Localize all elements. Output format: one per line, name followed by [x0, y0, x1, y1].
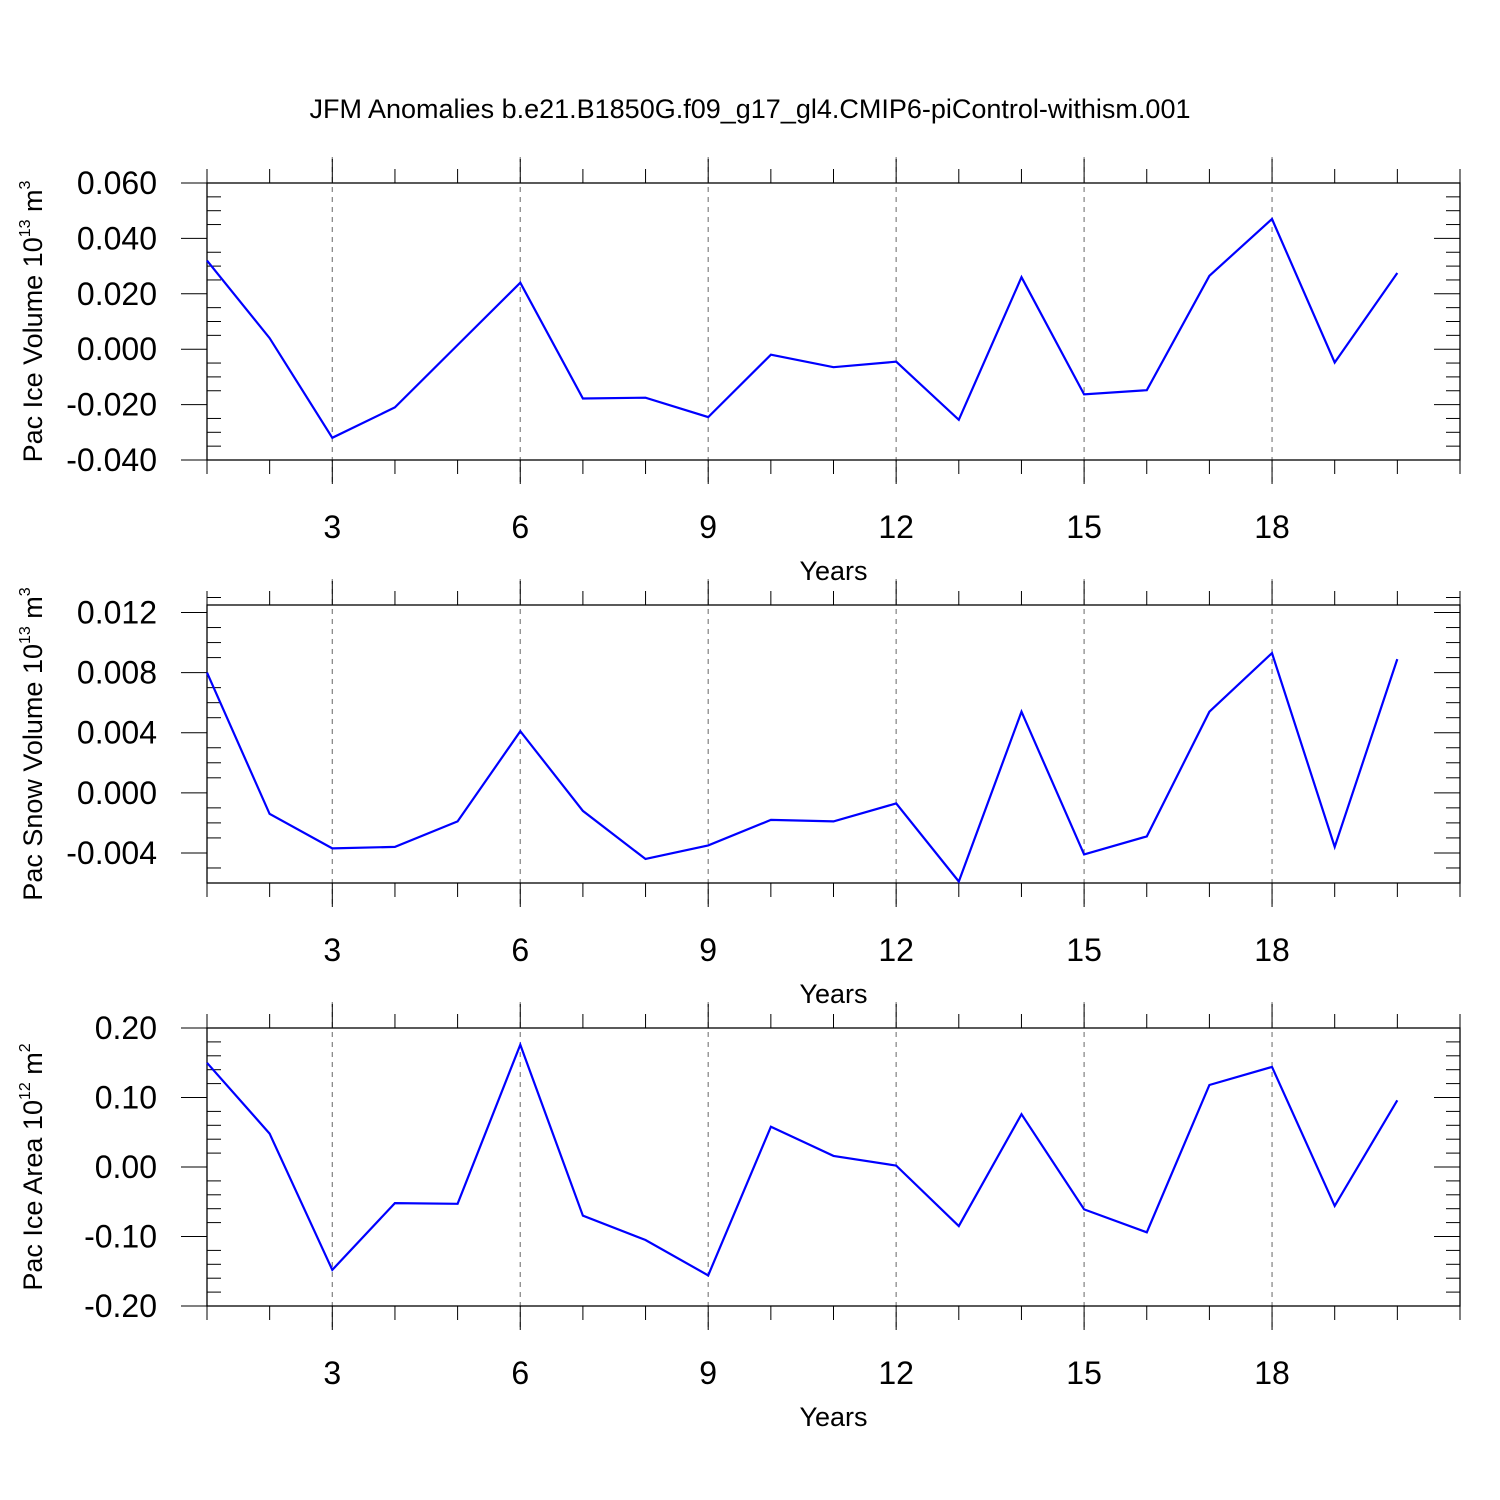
- series-line: [206, 217, 1399, 440]
- x-axis-label: Years: [799, 556, 867, 586]
- x-tick-label: 12: [878, 932, 914, 968]
- panels: -0.040 -0.020 0.000 0.020 0.040 0.060 3 6 9 12 15 1…: [17, 157, 1461, 1432]
- y-axis-label: Pac Snow Volume 1013 m3: [17, 587, 48, 900]
- x-axis-label: Years: [799, 979, 867, 1009]
- y-tick-label: 0.060: [77, 165, 157, 201]
- x-tick-label: 6: [511, 509, 529, 545]
- figure-title: JFM Anomalies b.e21.B1850G.f09_g17_gl4.C…: [310, 94, 1191, 124]
- series-line: [205, 651, 1399, 884]
- y-tick-label: -0.020: [66, 387, 157, 423]
- panel-2: -0.004 0.000 0.004 0.008 0.012 3 6 9 12 15 18 Years…: [17, 579, 1461, 1009]
- x-tick-label: 3: [323, 1355, 341, 1391]
- y-tick-label: 0.00: [95, 1149, 157, 1185]
- y-tick-label: 0.020: [77, 276, 157, 312]
- x-axis-label: Years: [799, 1402, 867, 1432]
- y-tick-label: 0.20: [95, 1010, 157, 1046]
- x-tick-label: 9: [699, 932, 717, 968]
- y-tick-label: 0.004: [77, 715, 157, 751]
- x-tick-label: 3: [323, 932, 341, 968]
- series-line: [206, 1041, 1399, 1277]
- y-tick-label: -0.10: [84, 1219, 157, 1255]
- y-tick-label: -0.040: [66, 442, 157, 478]
- y-tick-label: 0.012: [77, 595, 157, 631]
- y-tick-label: -0.004: [66, 835, 157, 871]
- panel-1: -0.040 -0.020 0.000 0.020 0.040 0.060 3 6 9 12 15 1…: [17, 157, 1461, 586]
- x-tick-label: 12: [878, 509, 914, 545]
- x-tick-label: 18: [1254, 509, 1290, 545]
- panel-3: -0.20 -0.10 0.00 0.10 0.20 3 6 9 12 15 18 Years Pac …: [17, 1002, 1461, 1432]
- x-tick-label: 15: [1066, 932, 1102, 968]
- x-tick-label: 15: [1066, 509, 1102, 545]
- x-tick-label: 18: [1254, 932, 1290, 968]
- x-tick-label: 6: [511, 1355, 529, 1391]
- x-tick-label: 18: [1254, 1355, 1290, 1391]
- y-tick-label: 0.000: [77, 775, 157, 811]
- x-tick-label: 12: [878, 1355, 914, 1391]
- x-tick-label: 3: [323, 509, 341, 545]
- x-tick-label: 9: [699, 509, 717, 545]
- y-tick-label: 0.008: [77, 655, 157, 691]
- y-tick-label: 0.040: [77, 220, 157, 256]
- x-tick-label: 15: [1066, 1355, 1102, 1391]
- x-tick-label: 9: [699, 1355, 717, 1391]
- y-axis-label: Pac Ice Volume 1013 m3: [17, 180, 48, 462]
- y-tick-label: -0.20: [84, 1288, 157, 1324]
- y-axis-label: Pac Ice Area 1012 m2: [17, 1043, 48, 1290]
- y-tick-label: 0.000: [77, 331, 157, 367]
- y-tick-label: 0.10: [95, 1080, 157, 1116]
- x-tick-label: 6: [511, 932, 529, 968]
